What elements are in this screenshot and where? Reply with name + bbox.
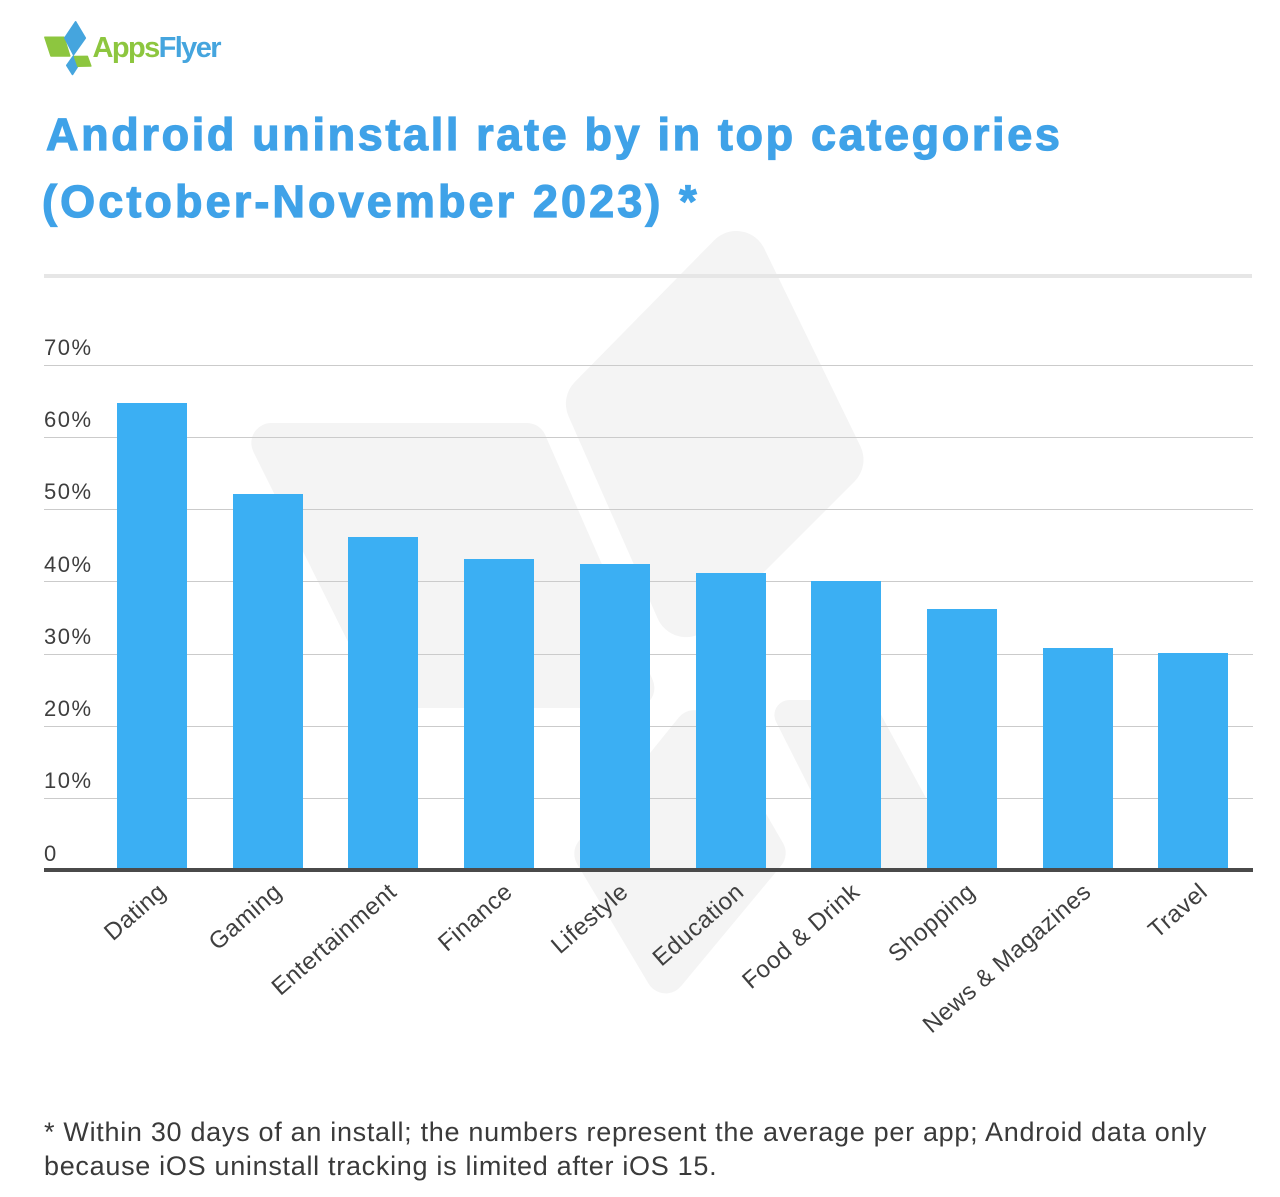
svg-text:Flyer: Flyer xyxy=(159,32,222,64)
svg-text:Apps: Apps xyxy=(93,32,160,64)
